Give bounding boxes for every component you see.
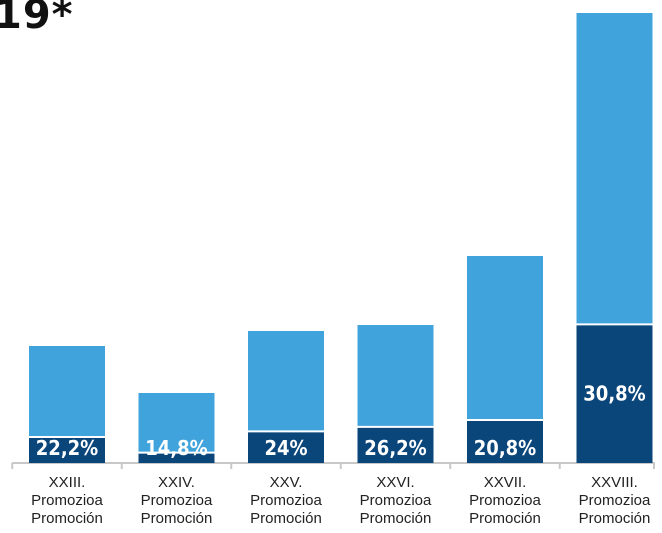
x-tick-label: Promozioa — [360, 492, 432, 509]
bar-percent-label: 30,8% — [583, 382, 645, 406]
x-tick-label: Promozioa — [579, 492, 651, 509]
bar-percent-label: 26,2% — [364, 436, 426, 460]
x-tick-label: XXVI. — [376, 474, 414, 491]
bar-share — [248, 431, 324, 463]
x-tick-label: Promozioa — [141, 492, 213, 509]
x-tick-label: Promoción — [579, 510, 651, 527]
x-tick-label: XXVIII. — [591, 474, 638, 491]
x-tick-label: Promozioa — [469, 492, 541, 509]
bar-share — [357, 426, 434, 463]
bar-total — [138, 393, 215, 463]
x-tick-label: XXV. — [270, 474, 303, 491]
x-tick-label: Promoción — [31, 510, 103, 527]
bar-percent-label: 24% — [264, 436, 307, 460]
x-tick-label: Promoción — [141, 510, 213, 527]
bar-share — [138, 452, 215, 463]
bar-percent-label: 20,8% — [474, 436, 536, 460]
x-tick-label: Promozioa — [250, 492, 322, 509]
chart-title: 19* — [0, 0, 74, 38]
bar-share — [467, 419, 543, 463]
bar-share — [29, 437, 105, 463]
bar-percent-label: 22,2% — [36, 436, 98, 460]
x-tick-label: Promoción — [360, 510, 432, 527]
x-tick-label: Promoción — [250, 510, 322, 527]
x-tick-label: XXIV. — [158, 474, 195, 491]
x-tick-label: XXIII. — [49, 474, 86, 491]
bar-percent-label: 14,8% — [145, 436, 207, 460]
x-tick-label: XXVII. — [484, 474, 527, 491]
bar-share — [576, 324, 653, 463]
x-tick-label: Promozioa — [31, 492, 103, 509]
x-tick-label: Promoción — [469, 510, 541, 527]
